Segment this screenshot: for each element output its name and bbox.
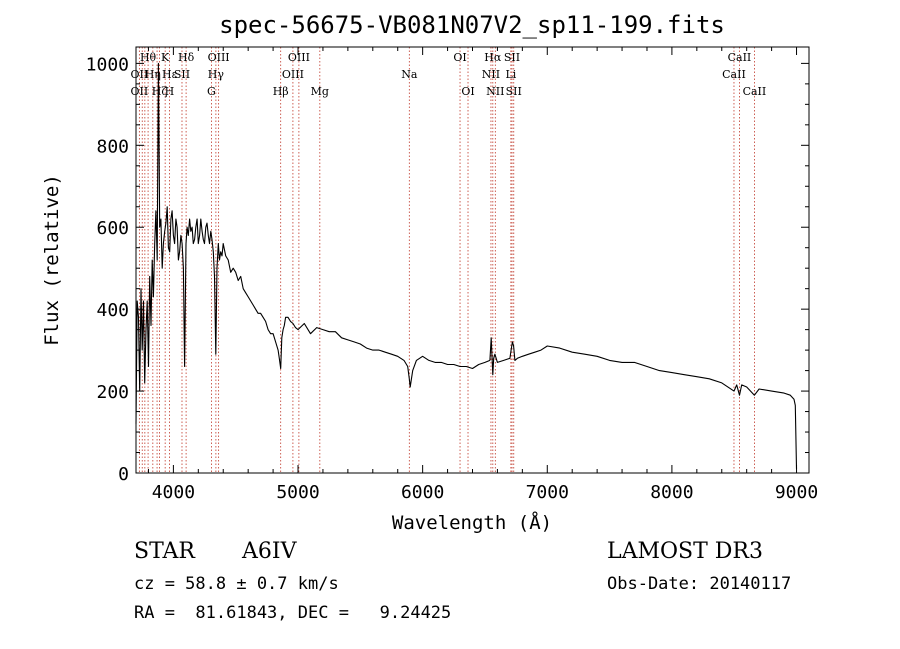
survey-name: LAMOST DR3 xyxy=(607,539,763,564)
line-label: Hθ xyxy=(140,51,157,64)
x-tick-label: 4000 xyxy=(152,482,195,503)
line-label: OIII xyxy=(288,51,310,64)
chart-title: spec-56675-VB081N07V2_sp11-199.fits xyxy=(219,11,725,39)
spectrum-line xyxy=(135,62,798,469)
line-label: OI xyxy=(453,51,466,64)
x-tick-label: 8000 xyxy=(650,482,693,503)
axis-ticks: 4000 5000 6000 7000 8000 9000 0 200 400 600 800 100… xyxy=(86,47,818,503)
line-label: OIII xyxy=(208,51,230,64)
plot-frame xyxy=(135,46,810,474)
coordinates: RA = 81.61843, DEC = 9.24425 xyxy=(134,603,452,623)
x-tick-label: 9000 xyxy=(775,482,818,503)
y-tick-label: 800 xyxy=(96,136,129,157)
line-label: H xyxy=(165,85,175,98)
object-class: STAR xyxy=(134,539,195,564)
observation-date: Obs-Date: 20140117 xyxy=(607,574,792,594)
line-label: Hγ xyxy=(208,68,225,81)
x-axis-label: Wavelength (Å) xyxy=(392,511,552,534)
x-tick-label: 6000 xyxy=(401,482,444,503)
y-tick-label: 1000 xyxy=(86,54,129,75)
line-label: K xyxy=(161,51,170,64)
line-label: G xyxy=(207,85,216,98)
line-label: OII xyxy=(131,68,149,81)
line-label: Na xyxy=(401,68,418,81)
line-label: CaII xyxy=(743,85,767,98)
line-label: OIII xyxy=(282,68,304,81)
y-tick-label: 400 xyxy=(96,300,129,321)
line-label: Hε xyxy=(162,68,178,81)
line-label: Hα xyxy=(484,51,502,64)
line-label: SII xyxy=(506,85,522,98)
line-label: Hη xyxy=(145,68,161,81)
line-label: Li xyxy=(505,68,516,81)
line-label: SII xyxy=(504,51,520,64)
x-tick-label: 5000 xyxy=(276,482,319,503)
line-label: OII xyxy=(131,85,149,98)
y-axis-label: Flux (relative) xyxy=(41,174,63,346)
line-label: OI xyxy=(461,85,474,98)
line-label: SII xyxy=(174,68,190,81)
line-label: Hζ xyxy=(152,85,168,98)
x-tick-label: 7000 xyxy=(526,482,569,503)
redshift-velocity: cz = 58.8 ± 0.7 km/s xyxy=(134,574,339,594)
y-tick-label: 200 xyxy=(96,382,129,403)
spectrum-series xyxy=(135,62,798,469)
line-label: Hβ xyxy=(273,85,289,98)
line-label: Hδ xyxy=(178,51,195,64)
line-label: Mg xyxy=(311,85,329,98)
y-tick-label: 0 xyxy=(118,464,129,485)
y-tick-label: 600 xyxy=(96,218,129,239)
line-label: CaII xyxy=(728,51,752,64)
line-label: NII xyxy=(486,85,504,98)
line-label: NII xyxy=(482,68,500,81)
spectral-subclass: A6IV xyxy=(242,539,297,564)
line-label: CaII xyxy=(722,68,746,81)
emission-line-markers xyxy=(138,47,755,473)
